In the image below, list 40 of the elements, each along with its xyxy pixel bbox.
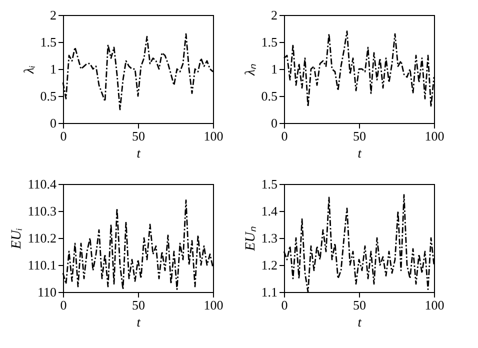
y-tick-label: 110.4 [28,176,57,192]
y-tick-label: 1.2 [261,258,278,272]
x-tick-label: 0 [281,128,288,144]
y-tick-label: 1.1 [261,284,278,300]
y-tick-label: 1 [271,62,278,76]
x-tick-label: 50 [132,298,145,312]
y-tick-label: 1.3 [261,230,278,246]
y-tick-label: 0.5 [40,88,56,104]
y-tick-label: 1.5 [261,176,278,192]
y-tick-label: 1 [50,62,56,76]
y-tick-label: 110.1 [28,258,56,272]
y-tick-label: 0 [50,116,56,130]
y-tick-label: 2 [50,8,56,22]
x-tick-label: 0 [281,298,288,312]
x-tick-label: 50 [353,128,366,144]
x-tick-label: 100 [204,128,224,144]
y-tick-label: 1.5 [40,34,56,50]
y-axis-title: EUₙ [243,226,258,252]
x-tick-label: 100 [424,298,444,312]
y-tick-label: 1.4 [261,204,278,218]
x-axis-title: t [136,314,141,330]
y-tick-label: 1.5 [261,34,278,50]
y-tick-label: 0.5 [261,88,278,104]
x-axis-title: t [136,146,141,160]
y-tick-label: 110.2 [28,230,56,246]
y-tick-label: 110 [37,284,56,300]
x-axis-title: t [358,314,362,330]
x-tick-label: 100 [424,128,444,144]
y-tick-label: 110.3 [28,204,56,218]
x-tick-label: 0 [60,298,67,312]
y-tick-label: 0 [271,116,278,130]
y-axis-title: EUᵢ [10,228,25,250]
y-axis-title: λₙ [243,63,258,77]
x-tick-label: 0 [60,128,67,144]
x-axis-title: t [358,146,362,160]
y-tick-label: 2 [271,8,278,22]
x-tick-label: 100 [204,298,224,312]
x-tick-label: 50 [132,128,145,144]
y-axis-title: λᵢ [22,65,38,75]
x-tick-label: 50 [353,298,366,312]
